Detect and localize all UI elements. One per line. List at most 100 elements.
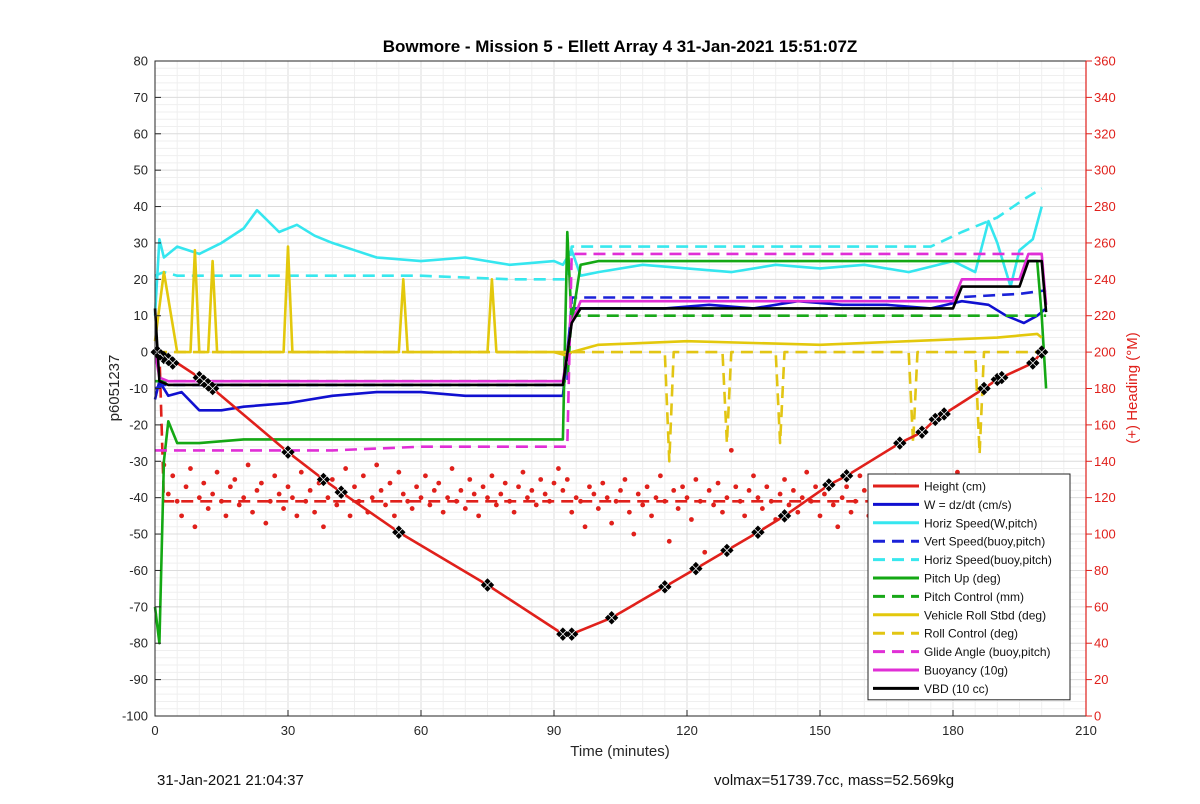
heading-point [458, 487, 464, 493]
heading-point [516, 484, 521, 490]
legend-label: W = dz/dt (cm/s) [924, 498, 1012, 512]
heading-point [618, 487, 623, 493]
y-right-tick-label: 360 [1094, 54, 1116, 69]
drop-marker [720, 543, 734, 558]
drop-marker [392, 525, 406, 539]
y-left-tick-label: -10 [129, 381, 148, 396]
legend: Height (cm) W = dz/dt (cm/s) Horiz Speed(W… [867, 473, 1071, 701]
heading-point [644, 484, 650, 490]
heading-point [751, 473, 756, 479]
drop-marker [334, 485, 348, 499]
heading-point [839, 495, 845, 501]
heading-point [671, 487, 677, 493]
heading-point [334, 502, 340, 508]
drop-marker [205, 381, 220, 396]
drop-marker [777, 509, 792, 523]
x-tick-label: 210 [1075, 723, 1097, 738]
heading-point [170, 473, 176, 479]
x-tick-label: 150 [809, 723, 831, 738]
heading-point [728, 447, 734, 453]
series-line [155, 350, 1042, 463]
drop-marker [937, 407, 951, 421]
heading-point [556, 466, 561, 471]
heading-point [423, 473, 428, 479]
heading-point [844, 484, 849, 490]
heading-point [724, 495, 730, 501]
heading-point [791, 487, 796, 493]
drop-marker [915, 425, 929, 439]
heading-point [343, 466, 349, 471]
heading-point [378, 487, 384, 493]
y-right-tick-label: 340 [1094, 90, 1116, 105]
heading-point [347, 513, 353, 519]
y-left-tick-label: 20 [134, 272, 148, 287]
y-left-tick-label: -90 [129, 672, 148, 687]
heading-point [312, 509, 317, 515]
heading-point [817, 513, 823, 519]
heading-point [298, 469, 304, 475]
y-left-tick-label: 70 [134, 90, 148, 105]
heading-point [569, 509, 575, 515]
heading-point [276, 491, 282, 497]
drop-marker [689, 561, 703, 576]
heading-point [733, 484, 739, 490]
y-right-tick-label: 260 [1094, 235, 1116, 250]
heading-point [445, 495, 450, 501]
heading-point [689, 517, 694, 522]
y-right-tick-label: 140 [1094, 454, 1116, 469]
heading-point [352, 484, 357, 490]
y-left-tick-label: 50 [134, 163, 148, 178]
series-line [155, 314, 1047, 383]
heading-point [174, 498, 180, 504]
series-line [153, 230, 1048, 645]
y-right-tick-label: 280 [1094, 199, 1116, 214]
heading-point [436, 480, 442, 486]
series-line [154, 187, 1043, 281]
heading-point [471, 491, 477, 497]
heading-point [542, 491, 548, 497]
y-left-tick-label: 80 [134, 54, 148, 69]
heading-point [604, 495, 610, 501]
heading-point [210, 491, 216, 497]
y-right-tick-label: 220 [1094, 308, 1116, 323]
drop-marker [565, 627, 579, 641]
heading-point [307, 487, 313, 493]
heading-point [272, 473, 278, 479]
y-left-tick-label: -80 [129, 636, 148, 651]
heading-point [250, 509, 255, 515]
heading-point [582, 524, 588, 530]
drop-marker [822, 478, 836, 492]
heading-point [861, 487, 867, 493]
drop-marker [281, 445, 295, 459]
heading-point [680, 484, 685, 490]
heading-point [418, 495, 424, 501]
heading-point [383, 502, 388, 508]
y-left-tick-label: 10 [134, 308, 148, 323]
y-right-tick-label: 160 [1094, 417, 1116, 432]
heading-point [485, 495, 490, 501]
drop-marker [839, 469, 854, 483]
y-right-tick-label: 40 [1094, 636, 1108, 651]
heading-point [321, 524, 326, 530]
heading-point [804, 469, 810, 475]
heading-point [414, 484, 419, 490]
y-right-tick-label: 60 [1094, 599, 1108, 614]
heading-point [196, 495, 202, 501]
heading-point [241, 495, 247, 501]
heading-point [493, 502, 499, 508]
y-left-tick-label: -50 [129, 527, 148, 542]
heading-point [649, 513, 654, 519]
heading-point [192, 524, 198, 530]
y-right-tick-label: 300 [1094, 163, 1116, 178]
y-right-tick-label: 120 [1094, 490, 1116, 505]
heading-point [476, 513, 482, 519]
heading-point [281, 506, 286, 511]
heading-point [525, 495, 530, 501]
drop-markers [150, 345, 1049, 641]
series-line [154, 350, 1043, 636]
series-line [155, 252, 1047, 452]
series-line [153, 259, 1048, 387]
y-right-tick-label: 200 [1094, 345, 1116, 360]
heading-point [777, 491, 783, 497]
